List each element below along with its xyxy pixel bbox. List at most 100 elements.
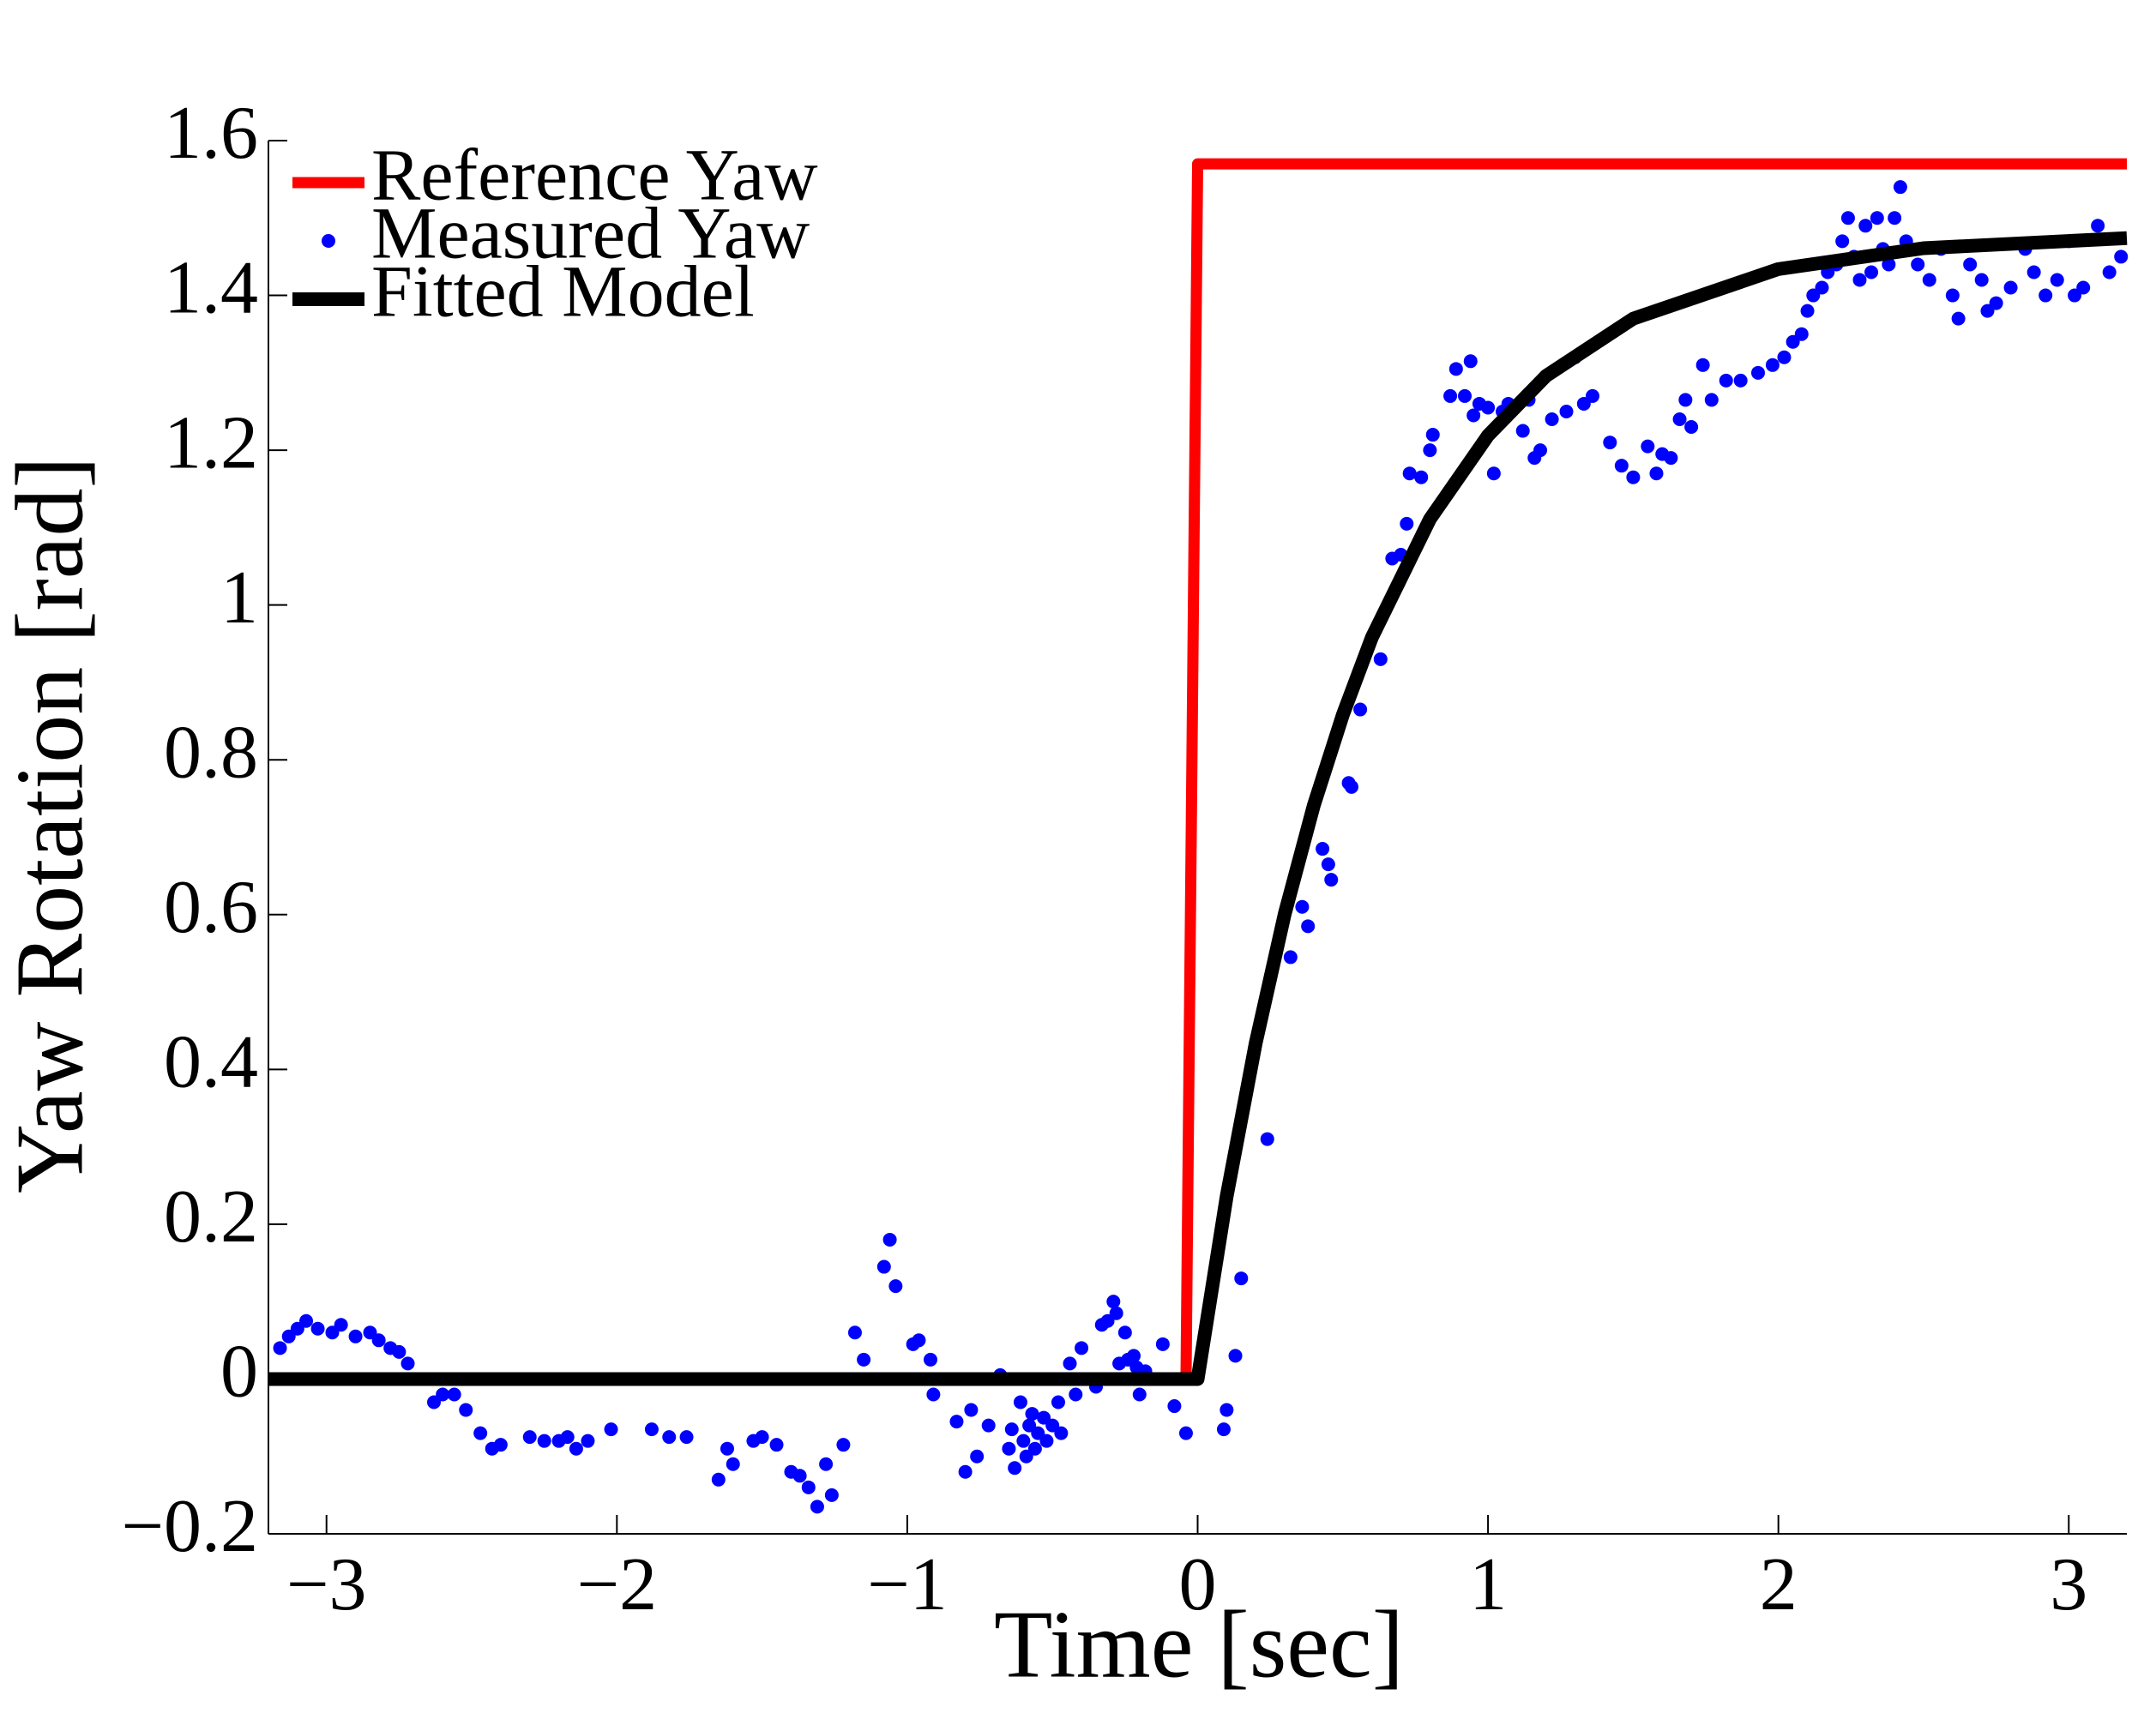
data-point	[1835, 234, 1850, 249]
data-point	[1051, 1395, 1065, 1409]
data-point	[1260, 1132, 1274, 1146]
data-point	[1974, 273, 1989, 287]
data-point	[1893, 180, 1907, 195]
series-line	[268, 231, 2128, 1386]
data-point	[1117, 1325, 1132, 1340]
data-point	[1155, 1337, 1170, 1351]
data-point	[1301, 919, 1316, 934]
data-point	[1750, 365, 1765, 380]
data-point	[970, 1449, 985, 1464]
data-point	[537, 1434, 551, 1448]
y-tick-label: 0.8	[164, 711, 258, 794]
data-point	[1373, 652, 1388, 666]
data-point	[1641, 439, 1655, 454]
data-point	[1888, 211, 1902, 225]
data-point	[1951, 311, 1966, 326]
data-point	[964, 1403, 979, 1417]
data-point	[1704, 393, 1719, 407]
data-point	[1063, 1356, 1077, 1371]
data-point	[371, 1333, 386, 1348]
data-point	[1882, 257, 1896, 272]
data-point	[1815, 280, 1829, 295]
data-point	[888, 1279, 903, 1294]
data-point	[1109, 1306, 1123, 1320]
data-point	[1220, 1403, 1234, 1417]
legend-label: Reference Yaw	[371, 134, 818, 216]
data-point	[923, 1352, 937, 1367]
data-point	[1463, 354, 1478, 369]
data-point	[2114, 249, 2129, 264]
data-point	[1864, 265, 1879, 279]
data-point	[720, 1441, 734, 1456]
data-point	[981, 1418, 996, 1433]
data-point	[1664, 451, 1678, 466]
data-point	[299, 1313, 314, 1328]
series-line	[268, 158, 2127, 1385]
data-point	[1425, 428, 1440, 442]
data-point	[836, 1438, 851, 1452]
y-tick-label: 0	[220, 1331, 258, 1414]
data-point	[926, 1387, 941, 1402]
data-point	[1719, 373, 1733, 388]
data-point	[1963, 257, 1978, 272]
data-point	[334, 1318, 348, 1332]
data-point	[1414, 470, 1429, 484]
x-tick-label: −1	[867, 1543, 948, 1626]
data-point	[726, 1457, 740, 1471]
data-point	[1167, 1399, 1182, 1414]
data-point	[2050, 273, 2064, 287]
data-point	[1840, 211, 1855, 225]
data-point	[847, 1325, 862, 1340]
x-tick-label: 1	[1469, 1543, 1507, 1626]
y-tick-label: 0.2	[164, 1175, 258, 1259]
x-tick-label: −2	[576, 1543, 657, 1626]
data-point	[1216, 1422, 1231, 1437]
data-point	[1295, 899, 1310, 914]
data-point	[662, 1430, 677, 1445]
data-point	[819, 1457, 834, 1471]
data-point	[1603, 436, 1617, 450]
data-point	[1672, 412, 1687, 426]
x-axis-label: Time [sec]	[994, 1592, 1404, 1698]
x-tick-label: 0	[1179, 1543, 1217, 1626]
data-point	[1695, 358, 1710, 372]
data-point	[1016, 1434, 1031, 1448]
data-point	[1002, 1441, 1016, 1456]
data-point	[1545, 412, 1559, 426]
data-point	[1515, 424, 1530, 438]
data-point	[1614, 459, 1629, 473]
data-point	[1008, 1461, 1022, 1476]
data-point	[2039, 288, 2053, 303]
data-point	[1585, 388, 1599, 403]
y-axis-label: Yaw Rotation [rad]	[0, 456, 104, 1193]
x-tick-label: −3	[286, 1543, 367, 1626]
data-point	[1448, 362, 1463, 376]
data-point	[2003, 280, 2018, 295]
data-point	[560, 1430, 575, 1445]
data-point	[273, 1341, 287, 1355]
data-point	[1353, 702, 1368, 717]
data-point	[1765, 358, 1780, 372]
data-point	[1458, 388, 1472, 403]
data-point	[1486, 466, 1501, 481]
data-point	[522, 1430, 537, 1445]
data-point	[644, 1422, 659, 1437]
y-tick-label: −0.2	[121, 1485, 258, 1568]
legend-symbol	[322, 234, 335, 248]
data-point	[1533, 443, 1548, 458]
data-point	[1039, 1434, 1054, 1448]
data-point	[1559, 404, 1574, 418]
data-point	[1852, 273, 1867, 287]
data-point	[1649, 466, 1664, 481]
data-point	[604, 1422, 618, 1437]
data-point	[769, 1438, 784, 1452]
data-point	[1321, 857, 1335, 872]
data-point	[1228, 1349, 1243, 1363]
data-point	[1178, 1426, 1193, 1440]
data-point	[1127, 1349, 1141, 1363]
data-point	[392, 1344, 407, 1359]
data-point	[1870, 211, 1884, 225]
data-point	[882, 1232, 897, 1247]
data-point	[581, 1434, 595, 1448]
data-point	[1234, 1271, 1249, 1286]
